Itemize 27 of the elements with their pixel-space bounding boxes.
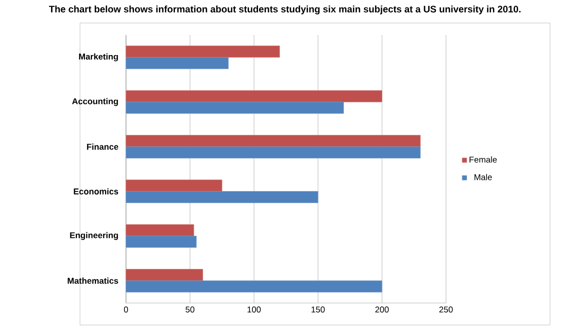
x-tick-label: 200 [375, 306, 389, 313]
x-tick-label: 100 [248, 306, 261, 313]
x-tick-label: 0 [124, 306, 128, 313]
y-tick-label: Engineering [70, 232, 118, 240]
bar [126, 236, 197, 248]
bar [126, 180, 222, 192]
legend-label: Female [470, 156, 497, 163]
y-tick-label: Finance [87, 144, 118, 150]
bar [126, 134, 421, 147]
bar [126, 90, 382, 102]
x-tick-label: 150 [312, 306, 325, 313]
bar [126, 46, 280, 58]
y-tick-label: Economics [74, 188, 118, 194]
bar [126, 224, 194, 236]
bar [126, 268, 203, 281]
bar [126, 191, 318, 204]
x-tick-label: 250 [439, 306, 453, 313]
legend-label: Male [474, 174, 492, 180]
bar [126, 57, 229, 70]
y-tick-label: Mathematics [68, 278, 118, 284]
y-tick-label: Accounting [72, 98, 118, 106]
bar [126, 146, 421, 158]
bar [126, 280, 382, 292]
bar [126, 102, 344, 114]
chart-title: The chart below shows information about students studying six main subjects at a US university in 2010. [48, 6, 520, 14]
y-tick-label: Marketing [79, 53, 118, 62]
x-tick-label: 50 [186, 306, 194, 313]
